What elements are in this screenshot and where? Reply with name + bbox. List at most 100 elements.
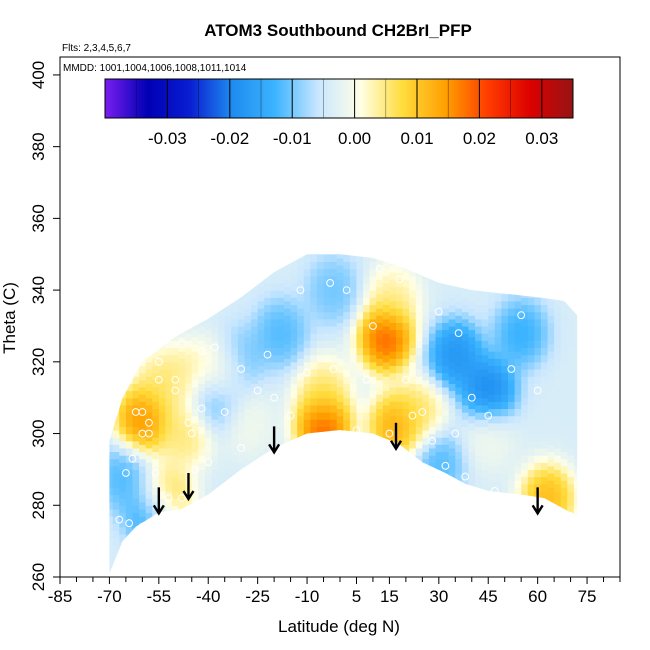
heatmap-cell <box>191 358 199 367</box>
heatmap-cell <box>218 386 226 395</box>
heatmap-cell <box>468 322 476 331</box>
heatmap-cell <box>297 437 305 445</box>
heatmap-cell <box>119 433 127 442</box>
heatmap-cell <box>369 261 377 270</box>
heatmap-cell <box>356 390 364 399</box>
heatmap-cell <box>251 333 259 341</box>
y-tick-label: 380 <box>29 132 48 160</box>
heatmap-cell <box>514 351 522 359</box>
sample-point <box>454 329 463 338</box>
heatmap-cell <box>330 290 338 298</box>
heatmap-cell <box>389 394 397 402</box>
heatmap-cell <box>343 261 351 270</box>
heatmap-cell <box>277 297 285 306</box>
sample-point <box>369 322 377 330</box>
heatmap-cell <box>494 286 503 295</box>
heatmap-cell <box>330 404 338 413</box>
heatmap-cell <box>494 308 503 316</box>
heatmap-cell <box>409 354 417 363</box>
heatmap-cell <box>330 433 338 442</box>
heatmap-cell <box>455 408 463 417</box>
heatmap-cell <box>284 329 292 338</box>
heatmap-cell <box>297 272 305 280</box>
heatmap-cell <box>540 311 549 320</box>
heatmap-cell <box>237 304 246 313</box>
sample-point <box>566 512 575 520</box>
heatmap-cell <box>251 462 259 471</box>
heatmap-cell <box>237 469 246 478</box>
heatmap-cell <box>376 315 384 323</box>
heatmap-cell <box>330 261 338 270</box>
heatmap-cell <box>540 325 549 334</box>
heatmap-cell <box>290 354 298 363</box>
heatmap-cell <box>270 297 279 306</box>
heatmap-cell <box>231 404 239 413</box>
heatmap-cell <box>224 473 232 481</box>
heatmap-cell <box>547 465 555 474</box>
heatmap-cell <box>303 376 311 384</box>
heatmap-cell <box>376 401 384 410</box>
heatmap-cell <box>382 376 391 384</box>
heatmap-cell <box>560 465 568 474</box>
heatmap-cell <box>494 329 503 338</box>
heatmap-cell <box>270 290 279 298</box>
heatmap-cell <box>237 354 246 363</box>
heatmap-cell <box>455 394 463 402</box>
heatmap-cell <box>310 426 318 435</box>
heatmap-cell <box>461 376 470 384</box>
heatmap-cell <box>422 365 430 374</box>
heatmap-cell <box>152 415 160 424</box>
heatmap-cell <box>284 429 292 438</box>
heatmap-cell <box>494 372 503 381</box>
heatmap-cell <box>560 329 568 338</box>
sample-point <box>428 436 437 445</box>
heatmap-cell <box>356 333 364 341</box>
heatmap-cell <box>251 433 259 442</box>
heatmap-cell <box>277 282 285 291</box>
heatmap-cell <box>521 412 529 420</box>
heatmap-cell <box>330 333 338 341</box>
heatmap-cell <box>119 541 127 549</box>
heatmap-cell <box>461 369 470 377</box>
heatmap-cell <box>198 383 206 392</box>
heatmap-cell <box>343 325 351 334</box>
heatmap-cell <box>554 433 562 442</box>
heatmap-cell <box>191 336 199 345</box>
heatmap-cell <box>211 447 219 456</box>
heatmap-cell <box>119 397 127 406</box>
heatmap-cell <box>422 386 430 395</box>
heatmap-cell <box>389 293 397 302</box>
heatmap-cell <box>402 343 410 352</box>
heatmap-cell <box>501 422 509 431</box>
heatmap-cell <box>109 537 114 546</box>
heatmap-cell <box>560 372 568 381</box>
heatmap-cell <box>560 300 568 309</box>
heatmap-cell <box>204 329 213 338</box>
heatmap-cell <box>270 412 279 420</box>
heatmap-cell <box>567 447 575 456</box>
heatmap-cell <box>231 433 239 442</box>
heatmap-cell <box>415 304 423 313</box>
heatmap-cell <box>534 354 542 363</box>
heatmap-cell <box>224 451 232 460</box>
heatmap-cell <box>330 376 338 384</box>
heatmap-cell <box>508 365 516 374</box>
heatmap-cell <box>277 361 285 370</box>
heatmap-cell <box>363 433 371 442</box>
heatmap-cell <box>396 401 404 410</box>
heatmap-cell <box>422 372 430 381</box>
heatmap-cell <box>540 419 549 427</box>
heatmap-cell <box>442 386 450 395</box>
heatmap-cell <box>468 315 476 323</box>
heatmap-cell <box>158 340 167 349</box>
heatmap-cell <box>244 351 252 359</box>
heatmap-cell <box>448 318 456 327</box>
heatmap-cell <box>145 390 153 399</box>
heatmap-cell <box>119 455 127 463</box>
sample-point <box>154 375 163 384</box>
heatmap-cell <box>560 494 568 503</box>
heatmap-cell <box>336 257 344 266</box>
heatmap-cell <box>435 293 443 302</box>
heatmap-cell <box>442 358 450 367</box>
heatmap-cell <box>363 254 371 255</box>
